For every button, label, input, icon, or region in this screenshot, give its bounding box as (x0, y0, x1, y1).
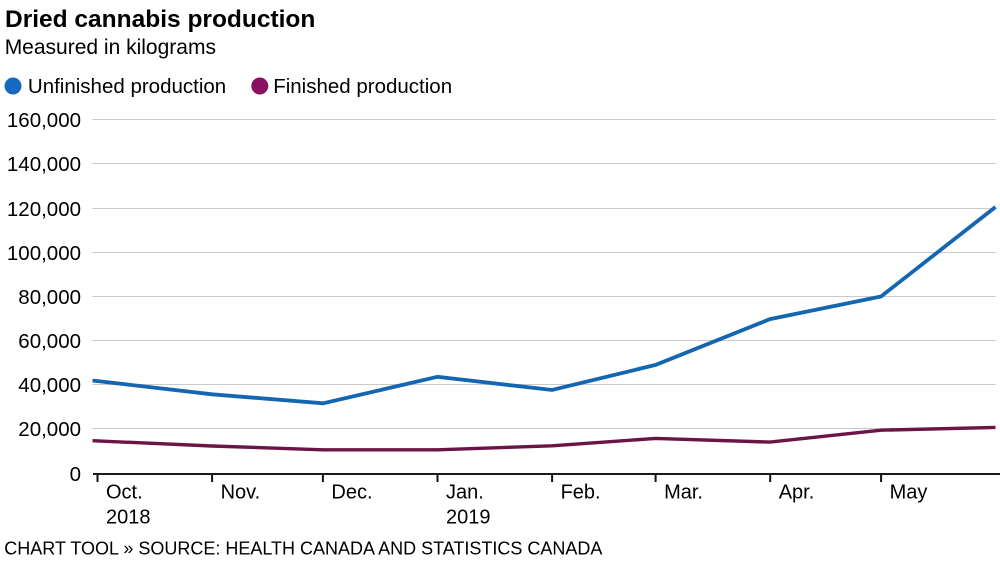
svg-text:140,000: 140,000 (7, 153, 81, 176)
svg-text:Feb.: Feb. (561, 482, 601, 504)
svg-text:80,000: 80,000 (18, 286, 81, 309)
svg-text:Dec.: Dec. (331, 482, 372, 504)
svg-text:2019: 2019 (446, 507, 491, 529)
svg-text:Dried cannabis production: Dried cannabis production (5, 6, 315, 33)
svg-text:60,000: 60,000 (18, 330, 81, 353)
svg-text:Finished production: Finished production (273, 75, 452, 98)
svg-text:Unfinished production: Unfinished production (28, 75, 226, 98)
svg-text:CHART TOOL » SOURCE: HEALTH CA: CHART TOOL » SOURCE: HEALTH CANADA AND S… (4, 539, 602, 559)
svg-text:40,000: 40,000 (18, 374, 81, 397)
svg-text:120,000: 120,000 (7, 198, 81, 221)
svg-text:0: 0 (70, 463, 81, 486)
svg-text:Mar.: Mar. (664, 482, 703, 504)
svg-text:20,000: 20,000 (18, 418, 81, 441)
svg-text:2018: 2018 (106, 507, 151, 529)
svg-text:100,000: 100,000 (7, 242, 81, 265)
svg-text:May: May (890, 482, 928, 504)
svg-text:Oct.: Oct. (106, 482, 143, 504)
svg-text:160,000: 160,000 (7, 109, 81, 132)
svg-text:Apr.: Apr. (779, 482, 815, 504)
svg-text:Measured in kilograms: Measured in kilograms (5, 36, 216, 59)
svg-text:Jan.: Jan. (446, 482, 484, 504)
svg-text:Nov.: Nov. (221, 482, 261, 504)
